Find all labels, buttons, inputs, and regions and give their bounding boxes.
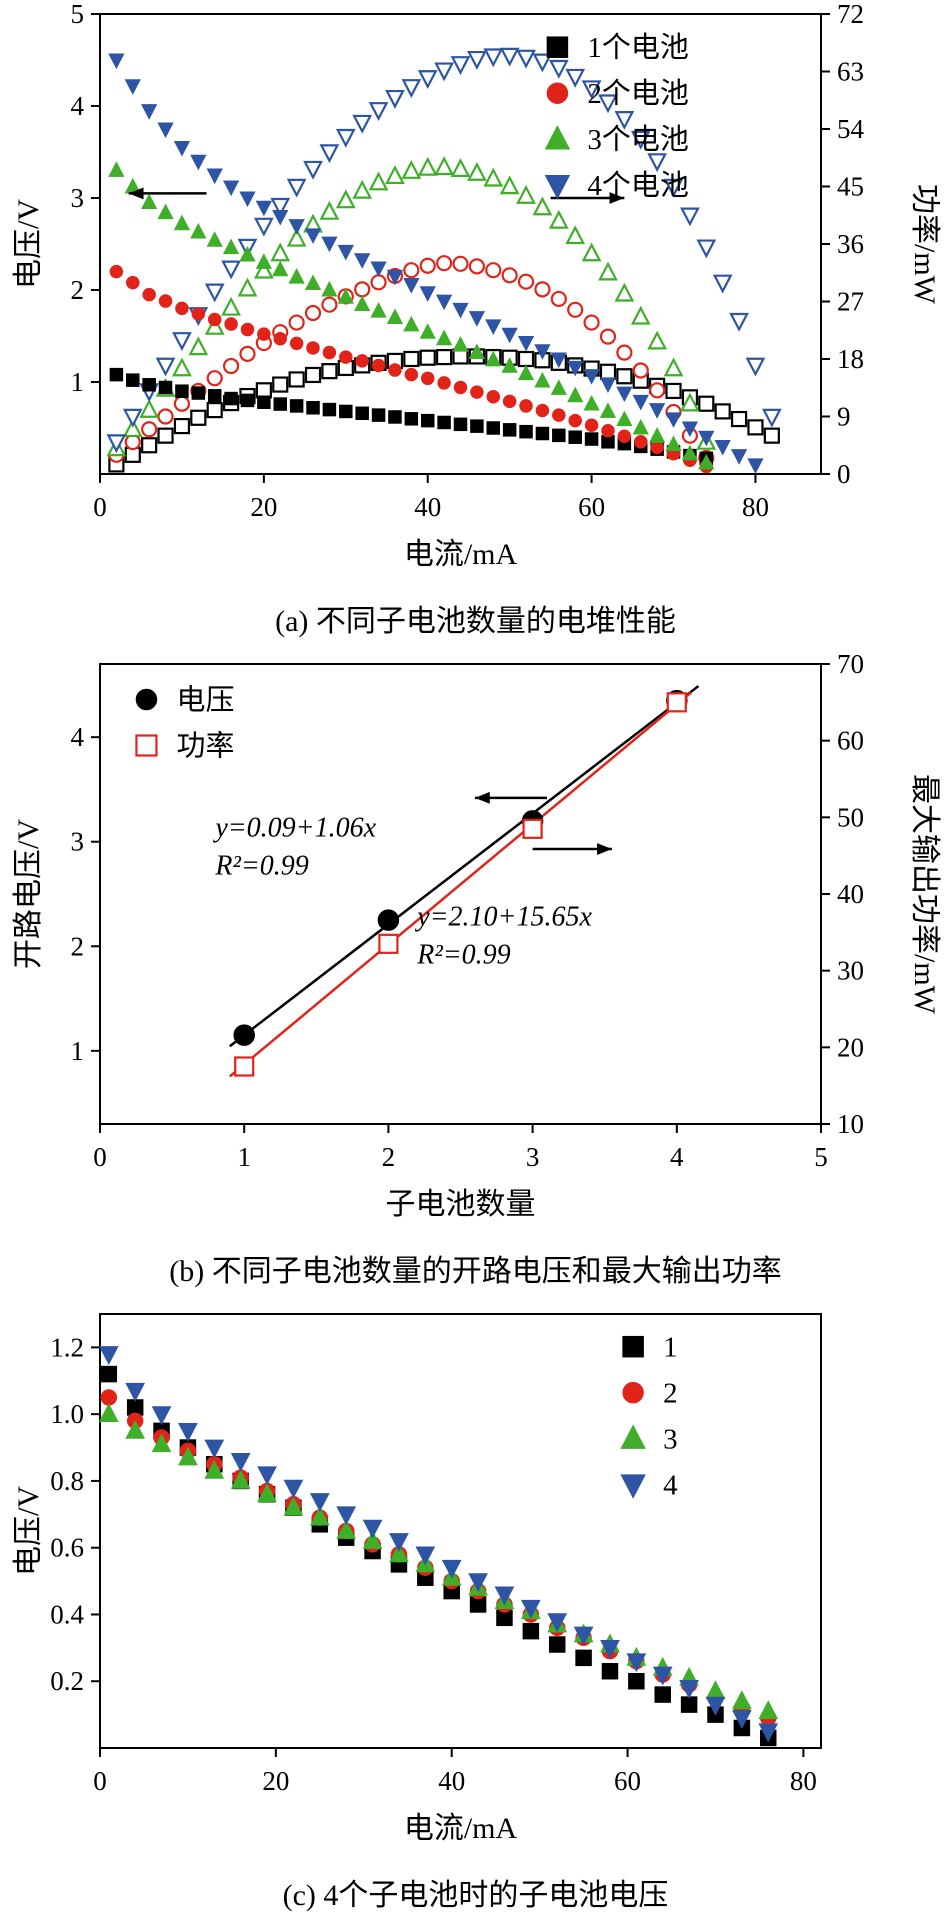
- x-tick-label: 60: [614, 1766, 641, 1796]
- y-left-tick-label: 3: [71, 827, 85, 857]
- x-tick-label: 3: [526, 1142, 540, 1172]
- annotation-arrow: [550, 192, 625, 204]
- x-tick-label: 0: [93, 1766, 107, 1796]
- x-tick-label: 80: [790, 1766, 817, 1796]
- caption-c: (c) 4个子电池时的子电池电压: [282, 1879, 669, 1912]
- x-axis-title: 电流/mA: [404, 538, 518, 571]
- y-right-tick-label: 54: [837, 114, 865, 144]
- y-left-tick-label: 2: [71, 931, 85, 961]
- legend-label: 功率: [176, 730, 234, 763]
- y-right-axis-title: 最大输出功率/mW: [908, 774, 941, 1015]
- y-right-tick-label: 40: [837, 879, 864, 909]
- svg-text:R²=0.99: R²=0.99: [214, 851, 308, 882]
- series-b-fit-p: [228, 691, 693, 1078]
- y-right-tick-label: 20: [837, 1032, 864, 1062]
- legend-c: 1 2 3 4: [620, 1332, 678, 1502]
- series-a-p4: [106, 47, 782, 454]
- plot-border-c: [99, 1313, 822, 1749]
- y-right-tick-label: 50: [837, 802, 864, 832]
- y-left-tick-label: 1.0: [50, 1399, 84, 1429]
- series-a-v3: [108, 161, 715, 470]
- legend-label: 2个电池: [587, 77, 689, 110]
- y-left-axis-title: 电压/V: [12, 1486, 45, 1576]
- x-tick-label: 0: [93, 492, 107, 522]
- x-tick-label: 20: [262, 1766, 289, 1796]
- svg-text:R²=0.99: R²=0.99: [416, 939, 510, 970]
- series-b-pmax: [234, 692, 687, 1077]
- y-left-tick-label: 5: [71, 0, 85, 29]
- y-right-tick-label: 63: [837, 57, 864, 87]
- y-right-tick-label: 36: [837, 229, 864, 259]
- y-left-tick-label: 0.6: [50, 1533, 84, 1563]
- series-b-fit-v: [229, 685, 700, 1048]
- annotation-arrow: [532, 843, 612, 855]
- y-right-tick-label: 70: [837, 650, 864, 679]
- y-right-tick-label: 27: [837, 287, 864, 317]
- series-a-v4: [108, 53, 764, 474]
- fit-equation: y=0.09+1.06x R²=0.99: [212, 813, 376, 882]
- series-a-v2: [109, 264, 714, 474]
- y-left-axis-title: 开路电压/V: [12, 819, 45, 969]
- y-right-axis-title: 功率/mW: [908, 184, 941, 305]
- x-tick-label: 1: [237, 1142, 251, 1172]
- x-tick-label: 60: [578, 492, 605, 522]
- y-right-tick-label: 10: [837, 1109, 864, 1139]
- x-tick-label: 40: [414, 492, 441, 522]
- chart-a: 0 20 40 60 80 1 2 3 4 5 0 9 18 27 36 45 54 63 72 电流/mA 电压/V 功…: [0, 0, 951, 640]
- annotation-arrow: [128, 187, 207, 200]
- y-left-tick-label: 2: [71, 275, 85, 305]
- y-left-tick-label: 1.2: [50, 1332, 84, 1362]
- x-tick-label: 4: [670, 1142, 684, 1172]
- y-left-tick-label: 4: [71, 722, 85, 752]
- legend-label: 1个电池: [587, 31, 689, 64]
- x-tick-label: 20: [250, 492, 277, 522]
- y-left-tick-label: 0.8: [50, 1466, 84, 1496]
- fit-equation: y=2.10+15.65x R²=0.99: [414, 901, 592, 970]
- y-right-tick-label: 18: [837, 344, 864, 374]
- y-left-tick-label: 0.4: [50, 1599, 84, 1629]
- x-tick-label: 5: [814, 1142, 828, 1172]
- legend-a: 1个电池 2个电池 3个电池 4个电池: [544, 31, 689, 202]
- y-left-tick-label: 4: [71, 91, 85, 121]
- x-tick-label: 0: [93, 1142, 107, 1172]
- y-left-axis-title: 电压/V: [12, 199, 45, 289]
- y-right-tick-label: 60: [837, 726, 864, 756]
- x-axis-title: 子电池数量: [386, 1188, 536, 1221]
- annotation-arrow: [474, 791, 548, 804]
- x-tick-label: 40: [438, 1766, 465, 1796]
- x-tick-label: 80: [742, 492, 769, 522]
- y-right-tick-label: 72: [837, 0, 864, 29]
- legend-label: 4: [663, 1470, 678, 1502]
- chart-b-canvas: 0 1 2 3 4 5 1 2 3 4 10 20 30 40 50 60 70 子电池数量 开路电压/V 最大输出功…: [12, 650, 941, 1221]
- chart-b: 0 1 2 3 4 5 1 2 3 4 10 20 30 40 50 60 70 子电池数量 开路电压/V 最大输出功…: [0, 650, 951, 1290]
- y-right-tick-label: 30: [837, 956, 864, 986]
- caption-b: (b) 不同子电池数量的开路电压和最大输出功率: [169, 1255, 782, 1288]
- x-axis-title: 电流/mA: [404, 1812, 518, 1845]
- chart-c: 0 20 40 60 80 0.2 0.4 0.6 0.8 1.0 1.2 电流/mA 电压/V 1 2 3 4…: [0, 1300, 951, 1914]
- chart-c-canvas: 0 20 40 60 80 0.2 0.4 0.6 0.8 1.0 1.2 电流/mA 电压/V 1 2 3 4: [12, 1313, 822, 1845]
- legend-label: 2: [663, 1378, 678, 1410]
- y-right-tick-label: 45: [837, 172, 864, 202]
- y-left-tick-label: 0.2: [50, 1666, 84, 1696]
- y-left-tick-label: 1: [71, 1036, 85, 1066]
- legend-label: 1: [663, 1332, 678, 1364]
- svg-text:y=2.10+15.65x: y=2.10+15.65x: [414, 901, 592, 932]
- caption-a: (a) 不同子电池数量的电堆性能: [275, 605, 676, 638]
- legend-label: 电压: [176, 684, 234, 717]
- legend-label: 3: [663, 1424, 678, 1456]
- legend-label: 4个电池: [587, 169, 689, 202]
- legend-label: 3个电池: [587, 123, 689, 156]
- series-c-cell4: [98, 1346, 779, 1743]
- y-left-tick-label: 1: [71, 367, 85, 397]
- x-tick-label: 2: [382, 1142, 396, 1172]
- y-left-tick-label: 3: [71, 183, 85, 213]
- y-right-tick-label: 0: [837, 459, 851, 489]
- y-right-tick-label: 9: [837, 402, 851, 432]
- svg-text:y=0.09+1.06x: y=0.09+1.06x: [212, 813, 376, 844]
